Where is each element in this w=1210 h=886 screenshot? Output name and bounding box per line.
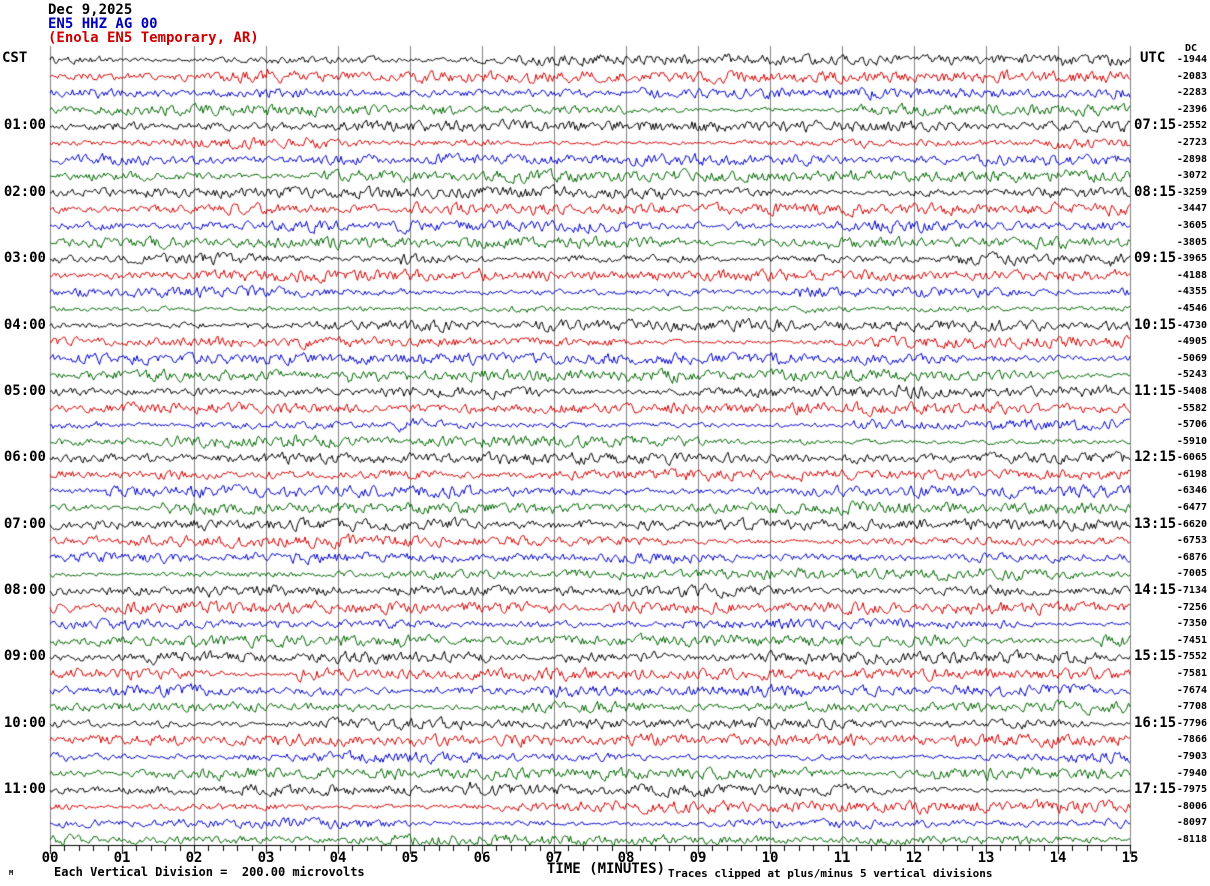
dc-value: -2723 [1176,136,1207,148]
dc-value: -3965 [1176,253,1207,265]
dc-value: -6346 [1176,485,1207,497]
dc-value: -4905 [1176,336,1207,348]
x-tick-label: 03 [257,850,275,866]
scale-note: Each Vertical Division = 200.00 microvol… [54,865,365,879]
dc-value: -7581 [1176,668,1207,680]
x-tick-label: 00 [41,850,59,866]
utc-timezone-label: UTC [1140,50,1166,66]
dc-value: -5243 [1176,369,1207,381]
cst-hour-label: 05:00 [3,382,46,399]
dc-value: -5408 [1176,385,1207,397]
x-tick-label: 01 [113,850,131,866]
dc-value: -2396 [1176,103,1207,115]
dc-value: -3259 [1176,186,1207,198]
clip-note: Traces clipped at plus/minus 5 vertical … [668,867,993,880]
dc-value: -5069 [1176,352,1207,364]
dc-value: -4355 [1176,286,1207,298]
x-tick-label: 08 [617,850,635,866]
x-tick-label: 07 [545,850,563,866]
cst-hour-label: 10:00 [3,714,46,731]
cst-hour-label: 09:00 [3,648,46,665]
utc-hour-label: 15:15 [1134,648,1177,665]
x-tick-label: 04 [329,850,347,866]
dc-value: -7552 [1176,651,1207,663]
utc-hour-label: 14:15 [1134,582,1177,599]
dc-value: -7451 [1176,634,1207,646]
dc-value: -7975 [1176,784,1207,796]
dc-value: -5706 [1176,419,1207,431]
dc-value: -7674 [1176,684,1207,696]
dc-value: -8118 [1176,834,1207,845]
utc-hour-label: 10:15 [1134,316,1177,333]
cst-hour-label: 03:00 [3,250,46,267]
dc-value: -7350 [1176,618,1207,630]
dc-value: -7903 [1176,751,1207,763]
dc-value: -4730 [1176,319,1207,331]
dc-value: -7866 [1176,734,1207,746]
dc-value: -6753 [1176,535,1207,547]
dc-value: -5582 [1176,402,1207,414]
dc-value: -3447 [1176,203,1207,215]
utc-hour-label: 13:15 [1134,515,1177,532]
x-tick-label: 02 [185,850,203,866]
x-tick-label: 06 [473,850,491,866]
x-tick-label: 13 [977,850,995,866]
dc-value: -2898 [1176,153,1207,165]
dc-header-label: DC [1185,43,1198,54]
x-tick-label: 14 [1049,850,1067,866]
dc-value: -8097 [1176,817,1207,829]
cst-hour-label: 06:00 [3,449,46,466]
utc-hour-label: 09:15 [1134,250,1177,267]
title-date: Dec 9,2025 [48,2,133,18]
dc-value: -4546 [1176,302,1207,314]
utc-hour-label: 08:15 [1134,183,1177,200]
dc-value: -3072 [1176,170,1207,182]
dc-value: -7940 [1176,767,1207,779]
dc-value: -2083 [1176,70,1207,82]
x-tick-label: 05 [401,850,419,866]
dc-value: -7708 [1176,701,1207,713]
dc-value: -6198 [1176,468,1207,480]
dc-value: -3605 [1176,219,1207,231]
x-tick-label: 10 [761,850,779,866]
x-tick-label: 12 [905,850,923,866]
dc-value: -7796 [1176,717,1207,729]
dc-value: -7256 [1176,601,1207,613]
dc-value: -7005 [1176,568,1207,580]
dc-value: -7134 [1176,585,1207,597]
dc-value: -3805 [1176,236,1207,248]
utc-hour-label: 12:15 [1134,449,1177,466]
title-station: (Enola EN5 Temporary, AR) [48,30,259,46]
cst-hour-label: 01:00 [3,117,46,134]
utc-hour-label: 16:15 [1134,714,1177,731]
dc-value: -5910 [1176,435,1207,447]
dc-value: -6876 [1176,551,1207,563]
cst-hour-label: 08:00 [3,582,46,599]
utc-hour-label: 11:15 [1134,382,1177,399]
dc-value: -6477 [1176,502,1207,514]
cst-hour-label: 07:00 [3,515,46,532]
dc-value: -4188 [1176,269,1207,281]
cst-hour-label: 02:00 [3,183,46,200]
scale-mark: M [9,869,14,877]
x-tick-label: 09 [689,850,707,866]
x-tick-label: 15 [1121,850,1139,866]
utc-hour-label: 07:15 [1134,117,1177,134]
dc-value: -1944 [1176,54,1207,65]
x-tick-label: 11 [833,850,851,866]
cst-hour-label: 11:00 [3,781,46,798]
dc-value: -6620 [1176,518,1207,530]
dc-value: -2283 [1176,87,1207,99]
cst-timezone-label: CST [2,50,28,66]
dc-value: -6065 [1176,452,1207,464]
utc-hour-label: 17:15 [1134,781,1177,798]
dc-value: -8006 [1176,800,1207,812]
title-scnl: EN5 HHZ AG 00 [48,16,158,32]
cst-hour-label: 04:00 [3,316,46,333]
x-axis-title: TIME (MINUTES) [547,861,666,877]
dc-value: -2552 [1176,120,1207,132]
